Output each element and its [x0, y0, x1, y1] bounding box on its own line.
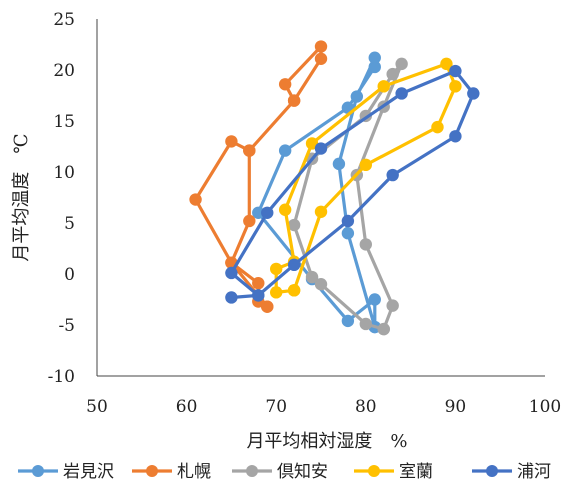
data-point [341, 314, 355, 328]
data-point [359, 317, 372, 331]
data-point [261, 300, 274, 313]
data-point [341, 214, 355, 228]
data-point [252, 289, 265, 302]
data-point [225, 291, 238, 304]
data-point [278, 144, 292, 157]
data-point [243, 144, 256, 157]
data-point [314, 278, 328, 291]
legend-item: 倶知安 [232, 462, 328, 482]
data-point [395, 57, 408, 71]
data-point [225, 266, 238, 280]
x-tick-label: 60 [176, 397, 198, 417]
data-point [287, 218, 301, 232]
data-point [314, 52, 328, 65]
tick-labels: -10 -5 0 5 10 15 20 25 50 60 70 80 90 100 [48, 10, 562, 417]
data-point [314, 40, 328, 53]
data-point [225, 135, 238, 148]
series-3 [287, 57, 408, 336]
legend: 岩見沢 札幌 倶知安 室蘭 浦河 [18, 462, 551, 482]
data-point [314, 142, 328, 155]
data-point [440, 57, 453, 71]
x-tick-label: 80 [355, 397, 377, 417]
data-point [377, 322, 390, 336]
data-point [314, 205, 328, 218]
data-point [278, 203, 292, 216]
y-tick-label: 10 [53, 163, 75, 183]
series-5 [225, 64, 480, 304]
series-line [194, 44, 323, 309]
legend-label: 室蘭 [399, 462, 433, 482]
data-point [359, 158, 372, 172]
data-point [305, 270, 319, 284]
data-point [332, 157, 346, 171]
data-point [350, 90, 364, 103]
data-point [341, 227, 355, 240]
legend-label: 倶知安 [277, 462, 328, 482]
data-point [449, 130, 462, 143]
y-tick-label: 20 [53, 61, 75, 81]
y-tick-label: -5 [58, 316, 75, 336]
data-point [368, 60, 381, 74]
data-point [252, 206, 265, 219]
legend-swatch-marker [146, 465, 158, 477]
data-point [270, 286, 283, 299]
x-tick-label: 100 [529, 397, 561, 417]
data-point [243, 214, 256, 228]
legend-label: 岩見沢 [63, 462, 114, 482]
data-point [449, 80, 462, 93]
x-tick-label: 90 [445, 397, 467, 417]
legend-swatch-marker [246, 465, 258, 477]
data-point [270, 262, 283, 276]
legend-swatch-marker [32, 465, 44, 477]
data-point [261, 206, 274, 219]
y-tick-label: 25 [53, 10, 75, 30]
data-point [368, 293, 381, 306]
y-tick-label: 5 [64, 214, 75, 234]
data-point [252, 276, 265, 290]
legend-item: 岩見沢 [18, 462, 114, 482]
data-point [368, 51, 381, 64]
data-point [278, 78, 292, 91]
legend-label: 札幌 [177, 462, 211, 482]
data-point [189, 193, 202, 206]
data-point [377, 80, 390, 93]
x-axis-title: 月平均相対湿度 % [246, 431, 407, 452]
legend-item: 浦河 [472, 462, 551, 482]
data-point [395, 87, 408, 100]
series-layer [189, 40, 480, 336]
legend-item: 札幌 [132, 462, 211, 482]
axes [96, 19, 545, 377]
y-tick-label: -10 [48, 367, 75, 387]
y-axis-title: 月平均温度 ℃ [11, 133, 32, 261]
data-point [386, 168, 399, 182]
data-point [287, 258, 301, 272]
data-point [287, 284, 301, 297]
legend-swatch-marker [368, 465, 380, 477]
legend-swatch-marker [486, 465, 498, 477]
series-2 [189, 40, 328, 313]
y-tick-label: 0 [64, 265, 75, 285]
data-point [386, 299, 399, 312]
y-tick-label: 15 [53, 112, 75, 132]
data-point [287, 94, 301, 107]
legend-item: 室蘭 [354, 462, 433, 482]
legend-label: 浦河 [517, 462, 551, 482]
data-point [386, 67, 399, 81]
data-point [467, 87, 480, 100]
data-point [431, 120, 444, 134]
data-point [359, 238, 372, 251]
x-tick-label: 50 [86, 397, 108, 417]
data-point [449, 64, 462, 78]
x-tick-label: 70 [265, 397, 287, 417]
